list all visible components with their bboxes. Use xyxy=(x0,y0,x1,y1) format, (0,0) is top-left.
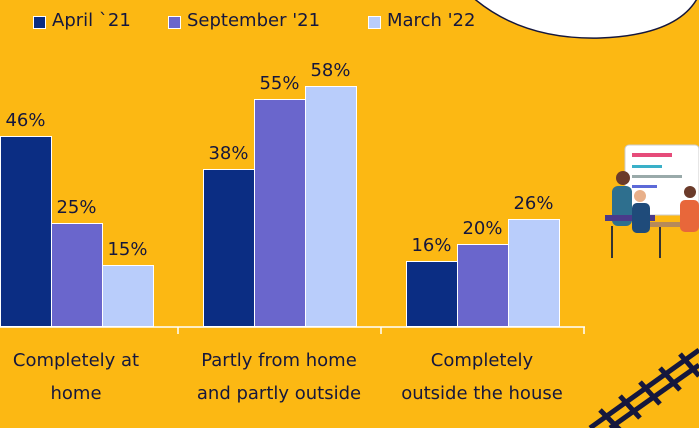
x-tick-label: Partly from home and partly outside xyxy=(196,350,362,404)
legend-label: September '21 xyxy=(187,10,321,31)
x-tick-label: Completely outside the house xyxy=(401,350,563,404)
data-label: 20% xyxy=(462,218,503,239)
bar xyxy=(406,260,458,327)
bar xyxy=(457,244,509,327)
legend-swatch xyxy=(33,16,46,29)
illustration xyxy=(605,144,699,258)
bar xyxy=(508,219,560,327)
legend-swatch xyxy=(168,16,181,29)
bar xyxy=(305,86,357,327)
data-label: 55% xyxy=(259,72,300,94)
data-label: 58% xyxy=(310,60,351,82)
legend-swatch xyxy=(368,16,381,29)
data-label: 15% xyxy=(107,238,148,260)
bar xyxy=(254,98,306,327)
data-label: 38% xyxy=(208,143,249,165)
legend-label: April `21 xyxy=(52,10,131,31)
data-label: 16% xyxy=(411,234,452,256)
bar xyxy=(51,223,103,327)
data-label: 26% xyxy=(513,193,554,215)
bar xyxy=(203,169,255,327)
bar xyxy=(0,136,52,327)
bubble xyxy=(474,0,698,39)
axis xyxy=(0,326,585,334)
data-label: 46% xyxy=(5,110,46,132)
legend-label: March '22 xyxy=(387,10,476,31)
bar xyxy=(102,264,154,327)
tracks xyxy=(588,347,699,428)
data-label: 25% xyxy=(56,197,97,219)
x-tick-label: Completely at home xyxy=(12,350,140,404)
